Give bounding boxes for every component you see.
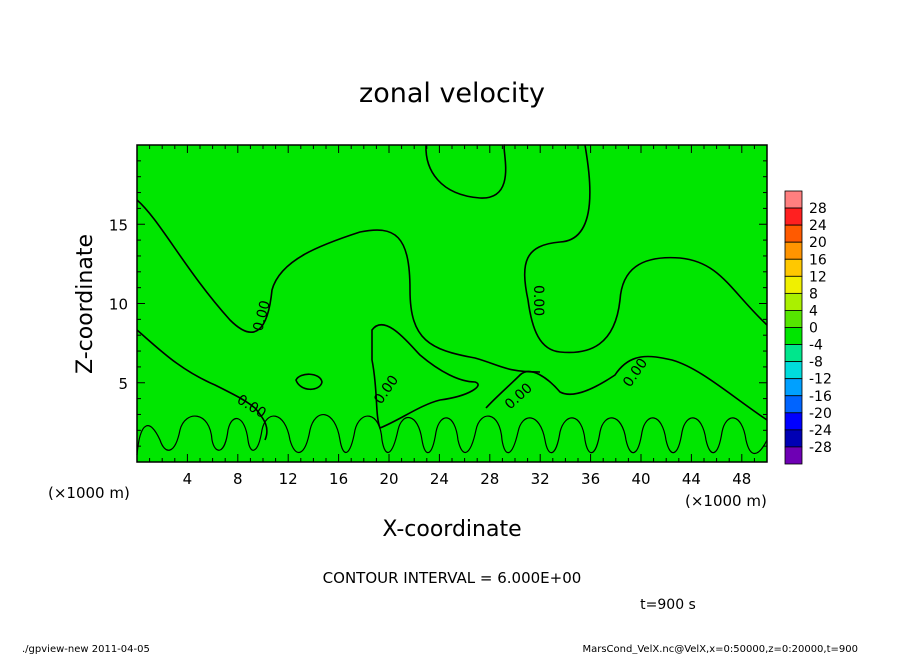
y-tick-label: 5: [118, 375, 128, 393]
colorbar-swatch: [784, 446, 803, 465]
x-tick-label: 32: [531, 470, 550, 488]
colorbar-tick-label: -12: [809, 372, 832, 388]
x-axis: 4 8 12 16 20 24 28 32 36 40 44 48: [149, 145, 755, 488]
x-tick-label: 36: [581, 470, 600, 488]
colorbar-swatch: [784, 241, 803, 260]
colorbar-swatch: [784, 395, 803, 414]
colorbar-tick-label: -16: [809, 389, 832, 405]
colorbar-swatch: [784, 224, 803, 243]
x-tick-label: 12: [279, 470, 298, 488]
contour-label: 0.00: [530, 285, 546, 316]
colorbar-swatch: [784, 361, 803, 380]
contour-line-center-bubble: [371, 323, 479, 430]
chart-title: zonal velocity: [359, 78, 545, 109]
footer-left: ./gpview-new 2011-04-05: [22, 644, 150, 654]
x-tick-label: 24: [430, 470, 449, 488]
contour-lines: [136, 144, 768, 456]
contour-line-right-lower: [485, 355, 768, 421]
contour-line-small-bubble: [295, 373, 323, 391]
x-tick-label: 40: [631, 470, 650, 488]
colorbar-tick-label: -28: [809, 440, 832, 456]
colorbar-tick-label: 16: [809, 252, 827, 268]
y-tick-label: 10: [109, 296, 128, 314]
plot-area: [137, 145, 767, 462]
y-tick-label: 15: [109, 216, 128, 234]
colorbar-swatch: [784, 327, 803, 345]
colorbar-tick-label: 4: [809, 303, 818, 319]
contour-interval: CONTOUR INTERVAL = 6.000E+00: [323, 569, 582, 587]
colorbar-tick-label: -24: [809, 423, 832, 439]
y-axis-label: Z-coordinate: [73, 234, 98, 374]
colorbar-tick-label: 8: [809, 286, 818, 302]
colorbar-tick-label: 28: [809, 201, 827, 217]
colorbar-tick-label: 12: [809, 269, 827, 285]
colorbar-swatch: [784, 412, 803, 431]
x-unit-right: (×1000 m): [685, 492, 767, 510]
colorbar-swatch: [784, 378, 803, 397]
contour-label: 0.00: [250, 299, 274, 333]
x-tick-label: 16: [329, 470, 348, 488]
colorbar-tick-label: 0: [809, 321, 818, 337]
colorbar-tick-label: -4: [809, 338, 823, 354]
x-tick-label: 4: [183, 470, 193, 488]
contour-line-bottom-ripple: [136, 413, 768, 456]
colorbar-swatch: [784, 292, 803, 311]
x-tick-label: 44: [682, 470, 701, 488]
colorbar-tick-label: 24: [809, 218, 827, 234]
x-tick-label: 8: [233, 470, 243, 488]
colorbar-swatch: [784, 190, 803, 209]
x-axis-label: X-coordinate: [382, 517, 521, 542]
colorbar-swatch: [784, 429, 803, 448]
colorbar-swatch: [784, 275, 803, 294]
contour-line-right-upper: [523, 144, 768, 354]
colorbar-tick-label: 20: [809, 235, 827, 251]
x-tick-label: 48: [732, 470, 751, 488]
colorbar-swatch: [784, 344, 803, 363]
colorbar-swatch: [784, 207, 803, 226]
footer-right: MarsCond_VelX.nc@VelX,x=0:50000,z=0:2000…: [582, 644, 858, 654]
colorbar-tick-label: -20: [809, 406, 832, 422]
x-unit-left: (×1000 m): [48, 484, 130, 502]
colorbar-swatch: [784, 258, 803, 277]
y-axis: 5 10 15: [109, 160, 767, 447]
x-tick-label: 20: [379, 470, 398, 488]
contour-line-upper-left: [136, 199, 541, 373]
contour-line-upper-middle: [425, 144, 507, 199]
x-tick-label: 28: [480, 470, 499, 488]
time-label: t=900 s: [640, 597, 696, 613]
colorbar-swatch: [784, 310, 803, 328]
colorbar-tick-label: -8: [809, 355, 823, 371]
